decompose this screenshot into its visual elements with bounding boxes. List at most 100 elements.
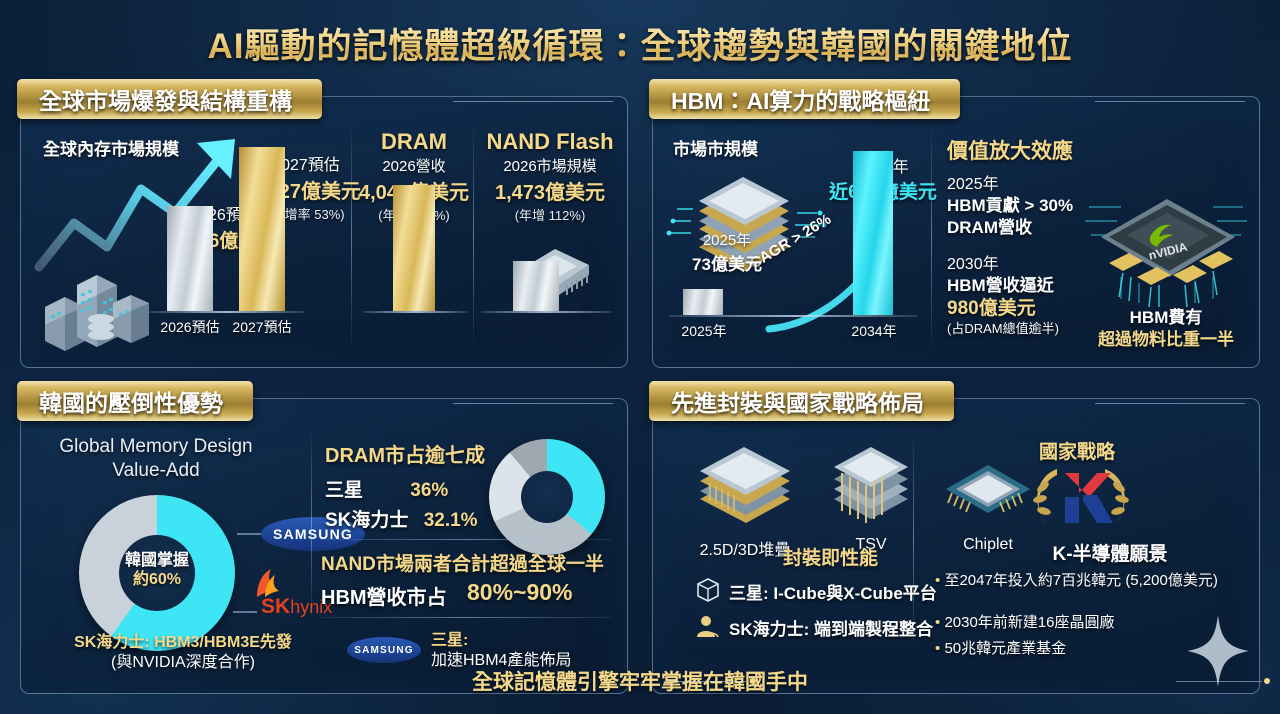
chiplet-icon [946,465,1030,513]
column-nand-sub: 2026市場規模 [503,158,597,175]
xlabel-hbm-2025: 2025年 [681,323,727,339]
header-rule-hbm [1095,101,1245,102]
chart-axis [149,311,304,313]
footer-samsung: 三星: 加速HBM4產能佈局 [431,631,621,671]
dram-row-samsung-name: 三星 [325,480,364,501]
footer-dot-left [750,678,756,684]
value-block-2030-line1: HBM營收逼近 [947,276,1054,296]
callout-hbm-2025-year: 2025年 [702,232,752,249]
donut-hole [119,535,195,611]
bullet-dot-2: • [935,640,941,657]
footer-samsung-line1: 三星: [431,632,469,649]
panel-heading-hbm: HBM：AI算力的戰略樞紐 [649,79,961,119]
donut-center-label: 韓國掌握 約60% [79,551,235,589]
tsv-stack-icon [834,447,908,523]
strategy-bullet-2: • 50兆韓元產業基金 [935,639,1245,659]
donut-chart-dram-share [489,439,605,555]
footer-sk-hynix: SK海力士: HBM3/HBM3E先發 (與NVIDIA深度合作) [43,633,323,673]
donut-title-line1: Global Memory Design [59,436,253,457]
footer-rule-right [1176,681,1262,682]
callout-hbm-2025-value: 73億美元 [692,255,762,274]
panel-heading-global-market: 全球市場爆發與結構重構 [17,79,322,119]
cube-icon [697,578,719,602]
callout-2027-growth: (年增率 53%) [267,207,345,222]
dram-row-samsung: 三星 36% [325,475,448,502]
footer-sk-hynix-line1: SK海力士: HBM3/HBM3E先發 [74,634,292,651]
bar-nand [513,261,559,311]
value-block-2025-line2: DRAM營收 [947,217,1032,237]
panel-heading-korea: 韓國的壓倒性優勢 [17,381,253,421]
panel-packaging-strategy: 先進封裝與國家戰略佈局 2.5D/3D堆疊 [649,381,1260,694]
bar-hbm-2025 [683,289,723,315]
divider-nand [321,539,611,540]
footer-samsung-line2: 加速HBM4產能佈局 [431,652,572,669]
strategy-bullet-0-text: 至2047年投入約7百兆韓元 (5,200億美元) [944,572,1218,589]
donut-hole-dram [521,471,573,523]
packaging-item-2: Chiplet [925,445,1051,554]
hbm-chip-caption-2: 超過物料比重一半 [1098,330,1234,349]
panel-heading-packaging: 先進封裝與國家戰略佈局 [649,381,954,421]
bar-2027-forecast [239,147,285,311]
page-footer-text: 全球記憶體引擎牢牢掌握在韓國手中 [472,671,808,694]
samsung-logo: SAMSUNG [261,517,365,551]
value-amplification-title: 價值放大效應 [947,140,1073,163]
header-rule [453,101,613,102]
page-footer: 全球記憶體引擎牢牢掌握在韓國手中 [0,666,1280,696]
value-block-2030-note: (占DRAM總值逾半) [947,320,1059,336]
packaging-bullet-0: 三星: I-Cube與X-Cube平台 [729,584,937,603]
packaging-subtitle: 封裝即性能 [783,548,879,569]
national-strategy-title: 國家戰略 [1039,442,1116,463]
strategy-column-divider [913,429,914,649]
chip-stack-icon [700,447,790,523]
column-divider-2 [473,121,474,351]
chart-label-hbm-market: 市場市規模 [673,140,758,159]
bullet-dot-1: • [935,614,941,631]
bar-dram [393,185,435,311]
column-divider-1 [351,121,352,351]
footer-dot-right [1264,678,1270,684]
sk-hynix-sk: SK [261,595,291,618]
chart-axis-nand [481,311,611,313]
column-nand: NAND Flash 2026市場規模 1,473億美元 (年增 112%) [475,129,625,224]
column-nand-growth: (年增 112%) [514,208,586,223]
donut-chart-value-add [79,495,235,651]
xlabel-2026: 2026預估 [160,319,220,335]
strategy-bullet-0: • 至2047年投入約7百兆韓元 (5,200億美元) [935,571,1245,591]
divider-footer [321,617,611,618]
hbm-share-label: HBM營收市占 [321,587,447,609]
hbm-share-value: 80%~90% [467,579,573,605]
footer-samsung-logo: SAMSUNG [347,637,421,663]
hbm-stack-icon [666,177,827,271]
footer-sk-hynix-line2: (與NVIDIA深度合作) [110,654,255,671]
value-block-2030-value: 980億美元 [947,297,1036,319]
value-block-2025: 2025年 HBM貢獻 > 30% DRAM營收 [947,175,1073,238]
column-nand-value: 1,473億美元 [494,182,606,204]
lead-line-samsung [237,533,261,535]
dram-row-skhynix-value: 32.1% [423,510,478,531]
sparkle-icon [1187,615,1249,687]
panel-hbm: HBM：AI算力的戰略樞紐 市場市規模 CAGR > 26% 2025年 73億… [649,79,1260,368]
national-strategy-subtitle: K-半導體願景 [1052,544,1168,565]
chart-label-global-memory: 全球內存市場規模 [43,140,179,159]
sk-hynix-mark-icon [257,569,279,597]
callout-hbm-2025: 2025年 73億美元 [659,229,795,275]
value-block-2025-line1: HBM貢獻 > 30% [947,196,1074,216]
dram-row-skhynix: SK海力士 32.1% [325,505,478,532]
bar-2026-forecast [167,206,213,311]
page-title: AI驅動的記憶體超級循環：全球趨勢與韓國的關鍵地位 [0,18,1280,69]
dram-row-samsung-value: 36% [410,480,449,501]
chart-axis-dram [363,311,467,313]
callout-2027-year: 2027預估 [272,157,340,174]
donut-title: Global Memory Design Value-Add [37,435,275,483]
datacenter-buildings-icon [45,275,149,351]
footer-rule-left [666,681,746,682]
panel-korea-advantage: 韓國的壓倒性優勢 Global Memory Design Value-Add … [17,381,628,694]
column-nand-title: NAND Flash [486,129,614,154]
chart-axis-hbm [669,315,917,317]
xlabel-hbm-2034: 2034年 [851,323,897,339]
packaging-label-1: TSV [855,536,887,553]
packaging-bullet-1: SK海力士: 端到端製程整合 [729,620,933,639]
donut-center-line1: 韓國掌握 [124,552,189,569]
bar-hbm-2034 [853,151,893,315]
hbm-column-divider [931,121,932,353]
